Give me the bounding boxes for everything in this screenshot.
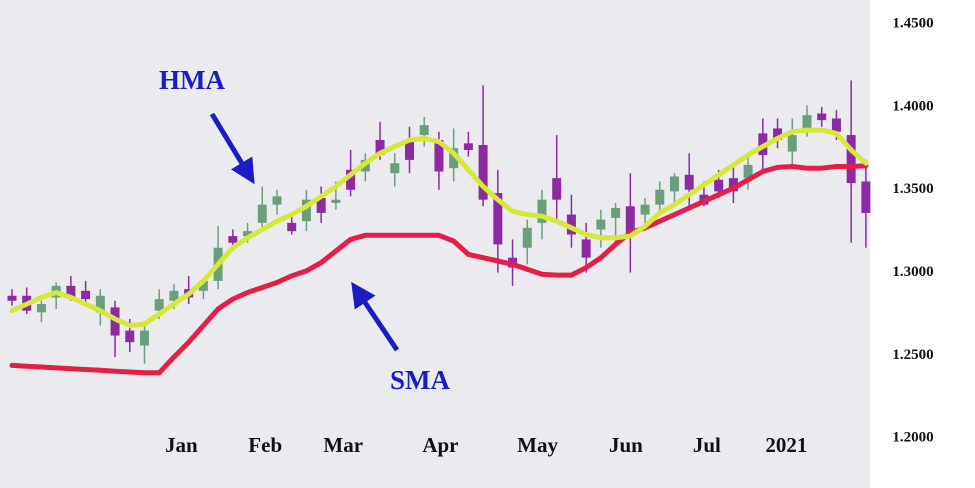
y-tick-label: 1.2000 — [892, 430, 933, 446]
candle-body — [596, 219, 606, 230]
candle-body — [198, 280, 208, 291]
marks — [7, 80, 871, 376]
x-tick-label: May — [517, 433, 558, 457]
candle-body — [419, 125, 429, 136]
candle-body — [331, 199, 341, 203]
y-tick-label: 1.3500 — [892, 181, 933, 197]
candle-body — [228, 236, 238, 243]
hma-label: HMA — [159, 65, 225, 95]
x-tick-label: 2021 — [765, 433, 807, 457]
candle-body — [449, 148, 459, 169]
candle-body — [625, 206, 635, 237]
y-tick-label: 1.2500 — [892, 347, 933, 363]
candle-body — [434, 140, 444, 172]
candle-body — [7, 295, 17, 301]
plot-background — [0, 0, 870, 488]
candle-body — [846, 135, 856, 184]
axis-panel — [870, 0, 975, 488]
candle-body — [125, 330, 135, 343]
candle-body — [743, 164, 753, 179]
candle-body — [669, 176, 679, 192]
x-tick-label: Feb — [248, 433, 282, 457]
candle-body — [301, 199, 311, 222]
candle-body — [95, 295, 105, 313]
candle-body — [169, 290, 179, 301]
x-tick-label: Jan — [165, 433, 198, 457]
candle-body — [493, 193, 503, 245]
x-tick-label: Jul — [693, 433, 721, 457]
candle-body — [773, 128, 783, 141]
line-series — [9, 127, 869, 329]
sma-label: SMA — [390, 365, 451, 395]
candle-body — [375, 140, 385, 155]
candle-body — [404, 140, 414, 160]
sma-arrow — [351, 281, 400, 352]
y-tick-label: 1.4000 — [892, 98, 933, 114]
candle-body — [566, 214, 576, 235]
candle-body — [478, 144, 488, 200]
candle-body — [817, 113, 827, 121]
candle-body — [831, 118, 841, 132]
candle-body — [463, 143, 473, 150]
candle-body — [640, 204, 650, 215]
candle-body — [802, 115, 812, 129]
hma-arrow — [209, 112, 255, 185]
candle-body — [522, 227, 532, 248]
candle-body — [154, 299, 164, 311]
candle-body — [36, 304, 46, 313]
candle-body — [861, 181, 871, 213]
candle-body — [655, 189, 665, 205]
candle-body — [728, 178, 738, 192]
candle-body — [581, 239, 591, 258]
candle-body — [552, 178, 562, 200]
candle-body — [611, 207, 621, 218]
x-tick-label: Jun — [609, 433, 643, 457]
candle-body — [537, 199, 547, 223]
candle-body — [346, 169, 356, 190]
y-tick-label: 1.4500 — [892, 15, 933, 31]
candle-body — [243, 231, 253, 237]
line-series — [9, 163, 869, 376]
y-tick-label: 1.3000 — [892, 264, 933, 280]
candle-body — [684, 174, 694, 190]
x-tick-label: Apr — [422, 433, 458, 457]
candle-body — [66, 285, 76, 298]
candle-body — [257, 204, 267, 223]
candle-body — [714, 179, 724, 192]
candle-body — [272, 196, 282, 205]
candle-body — [390, 163, 400, 174]
candle-body — [81, 290, 91, 300]
x-tick-label: Mar — [323, 433, 363, 457]
candle-body — [287, 222, 297, 232]
candle-body — [139, 330, 149, 346]
candle-body — [787, 135, 797, 152]
candle-body — [316, 198, 326, 213]
